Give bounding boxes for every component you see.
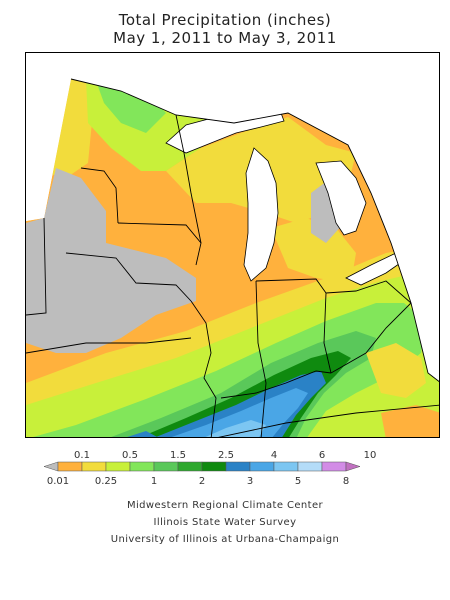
zone-0-1-southwest — [26, 343, 56, 368]
legend-bin-6 — [177, 461, 203, 472]
legend-labels-bottom: 0.01 0.25 1 2 3 5 8 — [47, 476, 349, 487]
legend-bin-11 — [297, 461, 323, 472]
lake-michigan — [243, 147, 279, 282]
legend-label-top: 1.5 — [170, 450, 186, 461]
legend-bin-12 — [321, 461, 347, 472]
state-borders — [26, 78, 439, 437]
credit-mrcc: Midwestern Regional Climate Center — [126, 500, 324, 511]
zone-trace-michigan — [311, 178, 344, 243]
zone-0-1-0-25-southeast — [381, 405, 439, 437]
legend-label-bottom: 0.25 — [95, 476, 117, 487]
zone-0-25-0-5-west — [46, 79, 96, 178]
legend-bin-13 — [345, 461, 361, 472]
zone-0-25-0-5-michigan — [271, 218, 356, 283]
legend-bin-9 — [249, 461, 275, 472]
kentucky-border — [220, 370, 332, 399]
minnesota-dakota-border — [80, 167, 119, 224]
legend-label-top: 2.5 — [218, 450, 234, 461]
map-title: Total Precipitation (inches) — [118, 11, 332, 29]
zone-1-5-2 — [106, 331, 376, 437]
legend-label-bottom: 3 — [247, 476, 253, 487]
outside-region — [26, 53, 439, 382]
minnesota-iowa-border — [117, 222, 202, 266]
zone-0-25-0-5-ohio — [366, 343, 426, 398]
ohio-river-east — [330, 302, 412, 374]
zone-5-6 — [201, 420, 266, 437]
lake-huron — [315, 160, 367, 236]
region-boundary — [70, 78, 439, 383]
legend-label-bottom: 0.01 — [47, 476, 69, 487]
legend-bin-5 — [153, 461, 179, 472]
legend-bin-4 — [129, 461, 155, 472]
iowa-missouri-border — [65, 252, 192, 302]
legend-labels-top: 0.1 0.5 1.5 2.5 4 6 10 — [74, 450, 376, 461]
legend-label-bottom: 8 — [343, 476, 349, 487]
legend-label-top: 6 — [319, 450, 325, 461]
legend-bin-3 — [105, 461, 131, 472]
legend-label-bottom: 2 — [199, 476, 205, 487]
legend-label-top: 4 — [271, 450, 277, 461]
missouri-arkansas-kansas-border — [26, 337, 192, 354]
legend-label-bottom: 1 — [151, 476, 157, 487]
legend-bin-8 — [225, 461, 251, 472]
legend-label-top: 0.1 — [74, 450, 90, 461]
illinois-indiana-border — [255, 280, 267, 437]
legend-bin-0 — [43, 461, 59, 472]
legend-bin-10 — [273, 461, 299, 472]
legend-label-bottom: 5 — [295, 476, 301, 487]
zone-3-4-southwest — [121, 431, 161, 437]
zone-1-1-5-north — [96, 81, 166, 133]
ohio-michigan-border — [325, 280, 412, 304]
lake-superior — [165, 110, 285, 154]
legend-color-bar — [43, 461, 361, 472]
illinois-missouri-border — [190, 300, 217, 437]
zone-1-1-5-south — [26, 303, 426, 437]
legend-bin-1 — [57, 461, 83, 472]
zone-trace-west — [26, 168, 196, 353]
great-lakes — [165, 110, 407, 286]
legend-label-top: 10 — [364, 450, 377, 461]
minnesota-wisconsin-border — [175, 114, 202, 244]
legend-bin-2 — [81, 461, 107, 472]
credit-uiuc: University of Illinois at Urbana-Champai… — [110, 534, 340, 545]
precipitation-legend: 0.1 0.5 1.5 2.5 4 6 10 0.01 0.25 1 2 3 5 8 — [43, 450, 376, 487]
legend-label-top: 0.5 — [122, 450, 138, 461]
precipitation-map — [25, 52, 440, 438]
nebraska-border — [26, 217, 47, 316]
kentucky-tennessee-border — [218, 404, 439, 437]
legend-bin-7 — [201, 461, 227, 472]
credit-isws: Illinois State Water Survey — [153, 517, 297, 528]
map-date-range: May 1, 2011 to May 3, 2011 — [113, 29, 337, 47]
